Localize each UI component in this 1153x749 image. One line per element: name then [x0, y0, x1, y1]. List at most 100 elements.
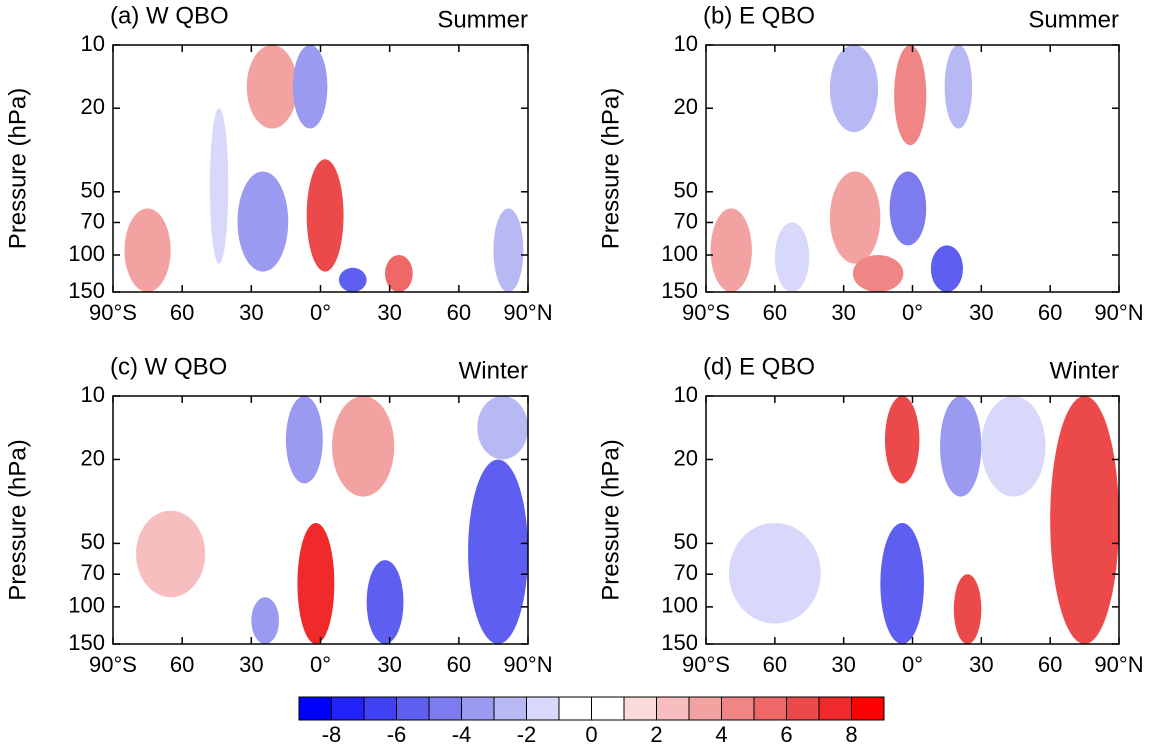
anomaly-region — [292, 45, 328, 129]
x-tick-label: 90°N — [1094, 300, 1143, 325]
colorbar-label: -8 — [322, 722, 342, 747]
anomaly-region — [884, 396, 920, 484]
panel-title: (d) E QBO — [703, 353, 815, 380]
anomaly-region — [1050, 396, 1119, 644]
season-label: Summer — [437, 6, 528, 33]
anomaly-region — [829, 171, 881, 264]
colorbar-box — [363, 696, 397, 721]
anomaly-region — [981, 396, 1046, 497]
x-tick-label: 60 — [763, 652, 787, 677]
panel-title: (c) W QBO — [110, 353, 227, 380]
panel-title: (a) W QBO — [110, 2, 229, 29]
anomaly-region — [710, 208, 752, 292]
y-tick-label: 20 — [81, 94, 105, 119]
anomaly-region — [477, 396, 528, 460]
x-tick-label: 30 — [831, 300, 855, 325]
y-tick-label: 70 — [674, 208, 698, 233]
colorbar-box — [591, 696, 625, 721]
y-tick-label: 150 — [661, 630, 698, 655]
colorbar-box — [688, 696, 722, 721]
anomaly-region — [774, 222, 810, 292]
y-tick-label: 70 — [81, 208, 105, 233]
x-tick-label: 60 — [447, 300, 471, 325]
colorbar-box — [753, 696, 787, 721]
y-tick-label: 50 — [81, 529, 105, 554]
anomaly-region — [880, 522, 924, 644]
x-tick-label: 30 — [831, 652, 855, 677]
season-label: Winter — [1050, 357, 1119, 384]
y-tick-label: 150 — [68, 278, 105, 303]
y-tick-label: 150 — [68, 630, 105, 655]
colorbar-label: 6 — [780, 722, 792, 747]
colorbar-box — [786, 696, 820, 721]
x-tick-label: 90°N — [503, 652, 552, 677]
x-tick-label: 30 — [239, 300, 263, 325]
colorbar-box — [396, 696, 430, 721]
x-tick-label: 90°S — [89, 300, 137, 325]
anomaly-region — [385, 255, 413, 292]
y-tick-label: 20 — [674, 445, 698, 470]
y-tick-label: 70 — [81, 560, 105, 585]
anomaly-region — [468, 459, 528, 644]
anomaly-region — [930, 245, 963, 292]
y-tick-label: 50 — [674, 178, 698, 203]
anomaly-region — [209, 108, 229, 264]
anomaly-region — [953, 574, 982, 644]
colorbar-box — [656, 696, 690, 721]
y-tick-label: 50 — [81, 178, 105, 203]
y-tick-label: 100 — [68, 593, 105, 618]
anomaly-region — [124, 208, 171, 292]
x-tick-label: 0° — [310, 300, 331, 325]
y-tick-label: 50 — [674, 529, 698, 554]
colorbar-label: 4 — [715, 722, 727, 747]
x-tick-label: 60 — [1038, 300, 1062, 325]
y-tick-label: 20 — [674, 94, 698, 119]
y-axis-label: Pressure (hPa) — [597, 88, 624, 249]
plot-area — [136, 396, 528, 644]
colorbar-box — [721, 696, 755, 721]
x-tick-label: 60 — [170, 652, 194, 677]
colorbar-label: 8 — [845, 722, 857, 747]
x-tick-label: 0° — [310, 652, 331, 677]
x-tick-label: 60 — [447, 652, 471, 677]
y-axis-label: Pressure (hPa) — [4, 439, 31, 600]
anomaly-region — [306, 159, 344, 272]
anomaly-region — [894, 45, 927, 146]
y-tick-label: 10 — [674, 31, 698, 56]
y-tick-label: 10 — [674, 382, 698, 407]
x-tick-label: 60 — [763, 300, 787, 325]
x-tick-label: 90°S — [682, 652, 730, 677]
anomaly-region — [852, 255, 904, 292]
panel-title: (b) E QBO — [703, 2, 815, 29]
x-tick-label: 90°N — [1094, 652, 1143, 677]
y-tick-label: 20 — [81, 445, 105, 470]
colorbar-box — [428, 696, 462, 721]
anomaly-region — [285, 396, 323, 484]
x-tick-label: 30 — [969, 300, 993, 325]
colorbar-box — [493, 696, 527, 721]
colorbar-box — [623, 696, 657, 721]
x-tick-label: 90°S — [682, 300, 730, 325]
x-tick-label: 30 — [239, 652, 263, 677]
colorbar-label: -4 — [452, 722, 472, 747]
y-tick-label: 100 — [661, 241, 698, 266]
x-tick-label: 0° — [902, 652, 923, 677]
y-tick-label: 100 — [661, 593, 698, 618]
colorbar-box — [818, 696, 852, 721]
x-tick-label: 30 — [969, 652, 993, 677]
colorbar-label: -2 — [517, 722, 537, 747]
colorbar-box — [558, 696, 592, 721]
colorbar-label: -6 — [387, 722, 407, 747]
anomaly-region — [366, 560, 404, 644]
x-tick-label: 30 — [377, 652, 401, 677]
plot-area — [710, 45, 973, 292]
anomaly-region — [297, 522, 335, 644]
x-tick-label: 90°N — [503, 300, 552, 325]
anomaly-region — [944, 45, 973, 129]
anomaly-region — [829, 45, 879, 133]
anomaly-region — [728, 522, 821, 624]
colorbar-box — [461, 696, 495, 721]
x-tick-label: 60 — [170, 300, 194, 325]
season-label: Summer — [1028, 6, 1119, 33]
